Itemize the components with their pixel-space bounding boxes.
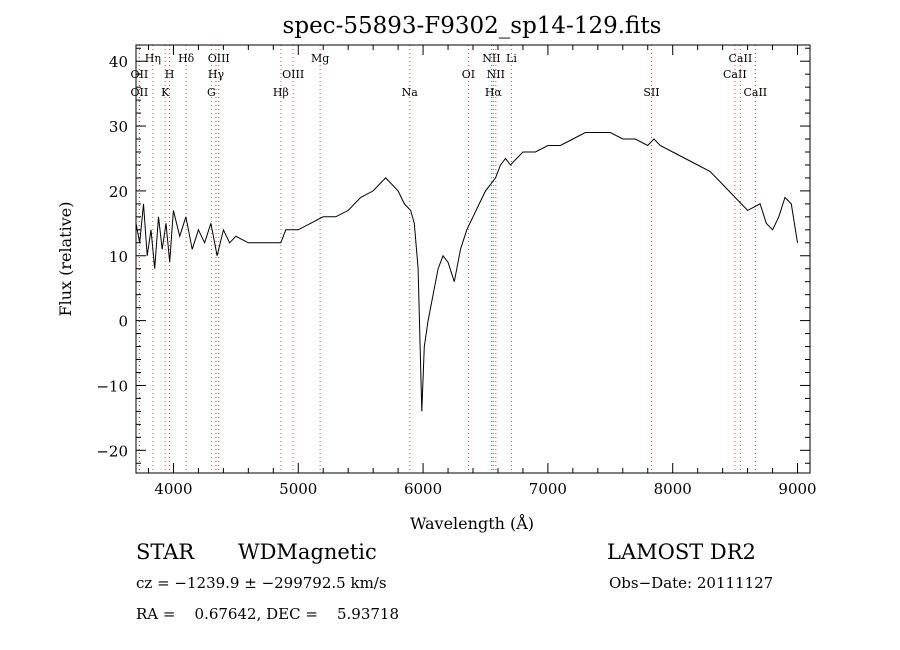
y-axis-label: Flux (relative): [56, 202, 75, 317]
axes-layer: 4000 5000 6000 7000 8000 9000 −20 −10 0 10 20 30 40: [96, 44, 817, 498]
x-tick-label: 7000: [529, 480, 567, 498]
object-class: STAR: [136, 540, 195, 564]
object-subclass: WDMagnetic: [238, 540, 377, 564]
line-marker-label-11: Mg: [311, 52, 329, 65]
line-marker-label-6: G: [207, 86, 216, 99]
x-tick-label: 6000: [404, 480, 442, 498]
line-marker-label-20: CaII: [729, 52, 753, 65]
spectrum-chart: spec-55893-F9302_sp14-129.fits OIIOIIHηK…: [56, 13, 817, 533]
x-tick-label: 8000: [654, 480, 692, 498]
line-marker-label-16: NII: [487, 68, 505, 81]
y-tick-label: −10: [96, 377, 128, 395]
y-tick-label: 20: [109, 183, 128, 201]
line-marker-label-1: OII: [131, 86, 149, 99]
y-tick-label: 30: [109, 118, 128, 136]
x-tick-label: 5000: [279, 480, 317, 498]
plot-frame: [135, 44, 811, 474]
line-marker-label-13: OI: [462, 68, 475, 81]
x-tick-label: 4000: [154, 480, 192, 498]
x-tick-label: 9000: [778, 480, 816, 498]
line-marker-label-17: Li: [506, 52, 517, 65]
y-tick-label: 40: [109, 53, 128, 71]
line-marker-label-7: Hγ: [208, 68, 225, 81]
line-marker-label-10: OIII: [282, 68, 304, 81]
line-marker-label-8: OIII: [208, 52, 230, 65]
line-marker-label-4: H: [165, 68, 175, 81]
line-marker-label-18: SII: [643, 86, 659, 99]
coordinates-readout: RA = 0.67642, DEC = 5.93718: [136, 605, 399, 623]
spectrum-line: [135, 132, 798, 412]
line-marker-label-14: NII: [482, 52, 500, 65]
line-marker-label-15: Hα: [485, 86, 503, 99]
spectrum-layer: [135, 132, 798, 412]
line-marker-label-21: CaII: [743, 86, 767, 99]
y-tick-label: −20: [96, 442, 128, 460]
line-marker-label-2: Hη: [145, 52, 161, 65]
line-marker-label-9: Hβ: [273, 86, 289, 99]
x-axis-label: Wavelength (Å): [410, 513, 534, 533]
line-marker-label-3: K: [161, 86, 170, 99]
chart-title: spec-55893-F9302_sp14-129.fits: [283, 13, 662, 39]
line-marker-label-12: Na: [402, 86, 419, 99]
y-tick-label: 10: [109, 248, 128, 266]
survey-name: LAMOST DR2: [607, 540, 756, 564]
y-tick-label: 0: [118, 313, 128, 331]
line-marker-label-19: CaII: [723, 68, 747, 81]
line-marker-layer: OIIOIIHηKHHδGHγOIIIHβOIIIMgNaOINIIHαNIIL…: [131, 45, 767, 473]
line-marker-label-5: Hδ: [178, 52, 195, 65]
obs-date-readout: Obs−Date: 20111127: [609, 574, 774, 592]
redshift-readout: cz = −1239.9 ± −299792.5 km/s: [136, 574, 387, 592]
